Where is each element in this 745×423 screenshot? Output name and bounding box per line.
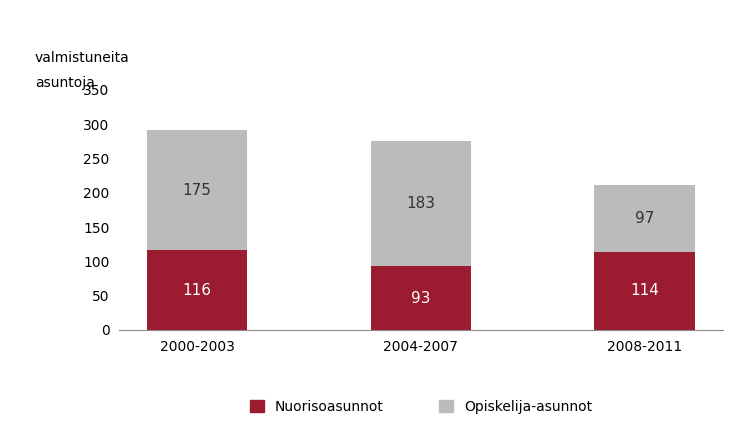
Text: 97: 97 [635,211,655,226]
Legend: Nuorisoasunnot, Opiskelija-asunnot: Nuorisoasunnot, Opiskelija-asunnot [244,394,597,420]
Bar [595,252,695,330]
Text: 116: 116 [183,283,212,298]
Text: asuntoja: asuntoja [35,76,95,90]
Text: valmistuneita: valmistuneita [35,51,130,65]
Bar [595,185,695,252]
Text: 183: 183 [407,196,435,211]
Text: 175: 175 [183,183,212,198]
Bar [147,250,247,330]
Bar [147,130,247,250]
Text: 93: 93 [411,291,431,305]
Bar [370,266,472,330]
Bar [370,140,472,266]
Text: 114: 114 [630,283,659,298]
